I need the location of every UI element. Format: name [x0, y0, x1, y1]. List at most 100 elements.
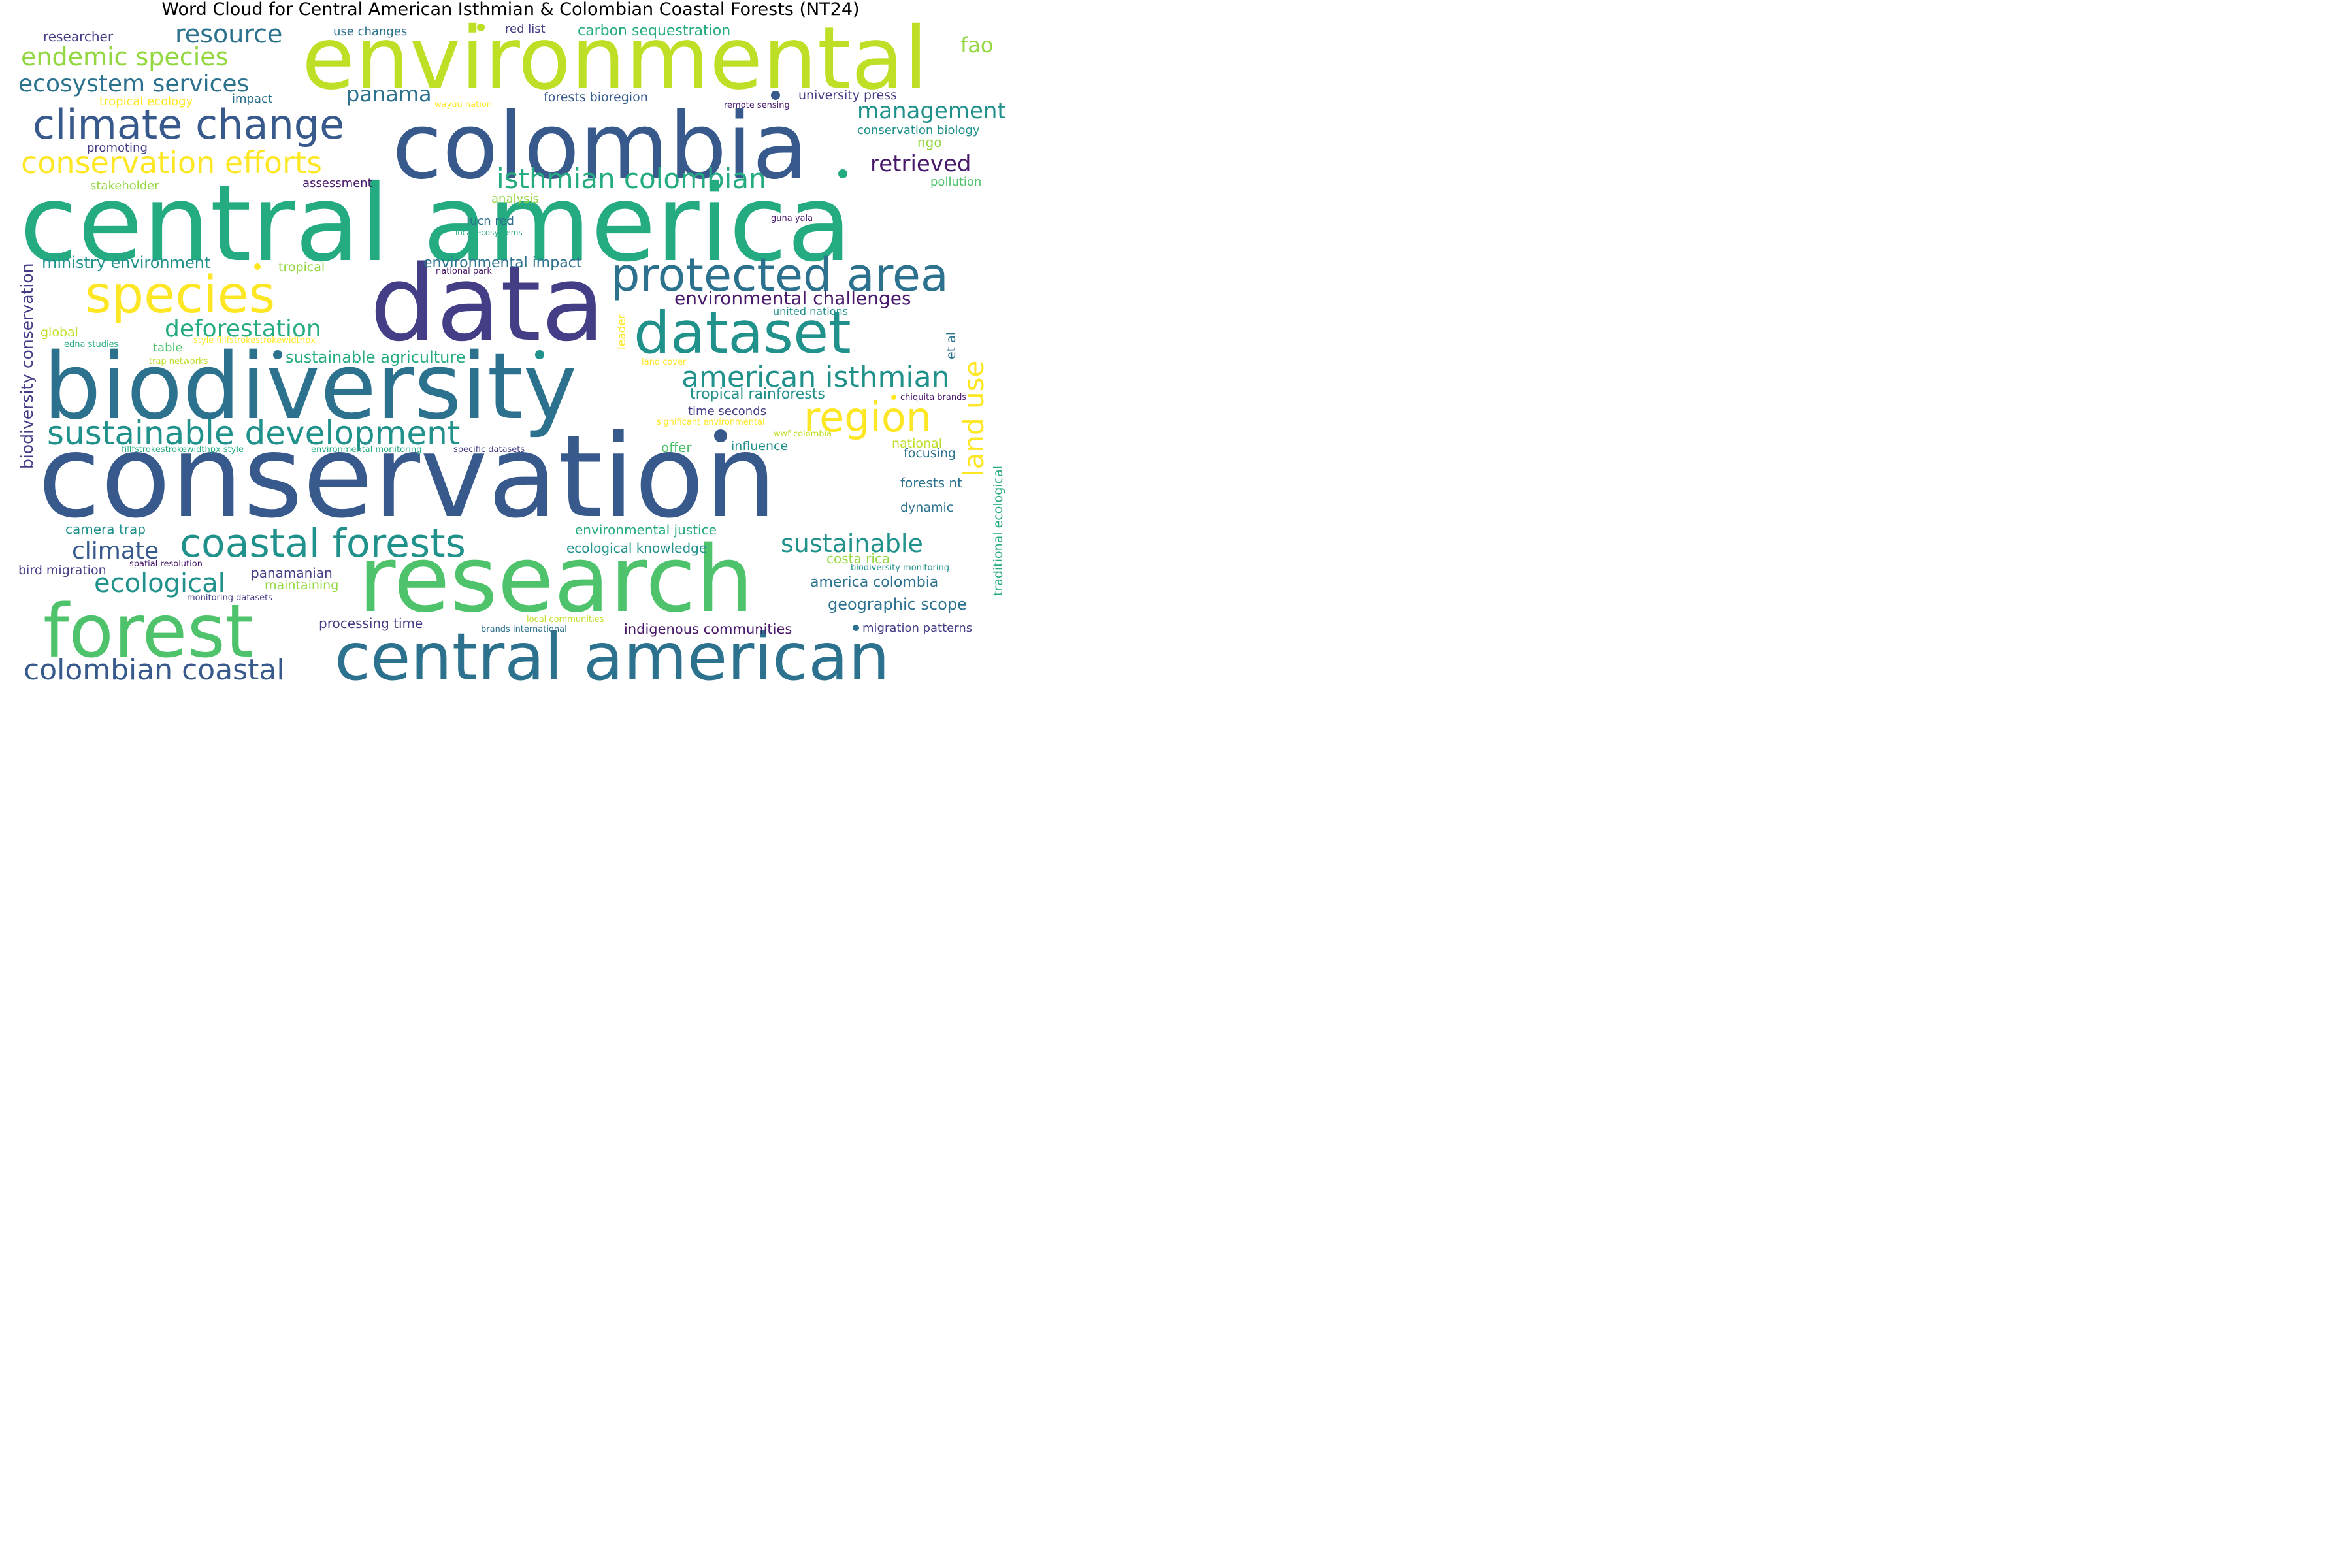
word-camera-trap: camera trap	[65, 521, 146, 537]
word-indigenous-communities: indigenous communities	[624, 621, 792, 637]
word-carbon-sequestration: carbon sequestration	[578, 23, 730, 39]
decorative-dot	[853, 625, 859, 631]
word-specific-datasets: specific datasets	[453, 445, 525, 455]
word-dynamic: dynamic	[900, 500, 953, 515]
word-local-communities: local communities	[527, 615, 604, 625]
word-edna-studies: edna studies	[64, 340, 119, 350]
word-table: table	[153, 341, 183, 355]
word-significant-environmental: significant environmental	[657, 417, 765, 427]
word-environmental-challenges: environmental challenges	[674, 287, 911, 309]
word-colombia: colombia	[392, 93, 808, 200]
word-coastal-forests: coastal forests	[180, 521, 466, 566]
word-ecosystem-services: ecosystem services	[18, 71, 249, 97]
word-retrieved: retrieved	[870, 151, 971, 177]
word-offer: offer	[661, 440, 692, 455]
word-guna-yala: guna yala	[771, 214, 813, 223]
word-fao: fao	[960, 33, 993, 57]
word-isthmian-colombian: isthmian colombian	[497, 163, 766, 195]
word-traditional-ecological: traditional ecological	[991, 466, 1005, 596]
word-bird-migration: bird migration	[18, 563, 106, 578]
word-focusing: focusing	[904, 446, 956, 461]
word-sustainable-development: sustainable development	[47, 414, 460, 452]
word-environmental-monitoring: environmental monitoring	[311, 445, 421, 455]
word-region: region	[804, 393, 932, 441]
word-style-fillfstrokestrokewidthpx: style fillfstrokestrokewidthpx	[193, 336, 316, 346]
word-biodiversity-monitoring: biodiversity monitoring	[851, 563, 949, 573]
word-trap-networks: trap networks	[149, 357, 208, 367]
word-et-al: et al	[944, 332, 958, 359]
word-processing-time: processing time	[319, 615, 423, 631]
word-forests-bioregion: forests bioregion	[544, 90, 648, 105]
word-assessment: assessment	[302, 176, 372, 190]
chart-title: Word Cloud for Central American Isthmian…	[161, 0, 860, 20]
word-university-press: university press	[798, 88, 897, 103]
word-forest: forest	[43, 589, 254, 674]
word-geographic-scope: geographic scope	[828, 595, 967, 613]
word-colombian-coastal: colombian coastal	[24, 653, 285, 686]
word-wayuu-nation: wayúu nation	[434, 100, 492, 110]
word-ngo: ngo	[917, 135, 942, 150]
word-environmental-justice: environmental justice	[575, 522, 717, 538]
word-panama: panama	[346, 82, 432, 106]
word-resource: resource	[175, 20, 282, 48]
word-impact: impact	[232, 92, 272, 106]
word-fillfstrokestrokewidthpx-style: fillfstrokestrokewidthpx style	[122, 445, 244, 455]
word-american-isthmian: american isthmian	[681, 361, 949, 394]
word-land-cover: land cover	[642, 357, 687, 367]
word-ecological: ecological	[94, 568, 225, 598]
word-environmental: environmental	[302, 8, 928, 109]
word-chiquita-brands: chiquita brands	[900, 393, 966, 402]
word-species: species	[85, 266, 275, 325]
word-stakeholder: stakeholder	[90, 179, 159, 193]
word-protected-area: protected area	[611, 248, 949, 302]
word-conservation-efforts: conservation efforts	[21, 145, 322, 180]
decorative-dot	[254, 263, 261, 270]
word-national: national	[892, 436, 942, 451]
word-ministry-environment: ministry environment	[42, 253, 210, 272]
word-red-list: red list	[505, 22, 546, 36]
word-endemic-species: endemic species	[21, 42, 228, 71]
word-research: research	[358, 527, 754, 633]
word-america-colombia: america colombia	[810, 574, 938, 591]
decorative-dot	[273, 350, 282, 359]
word-panamanian: panamanian	[251, 565, 333, 581]
word-dataset: dataset	[634, 299, 851, 367]
word-wwf-colombia: wwf colombia	[774, 429, 832, 439]
word-sustainable-agriculture: sustainable agriculture	[286, 348, 466, 367]
word-biodiversity: biodiversity	[43, 334, 577, 440]
decorative-dot	[535, 350, 544, 359]
word-central-american: central american	[335, 619, 890, 686]
word-brands-international: brands international	[481, 625, 567, 634]
decorative-dot	[771, 91, 780, 100]
word-central-america: central america	[20, 163, 852, 286]
word-deforestation: deforestation	[165, 316, 321, 342]
word-local-ecosystems: local ecosystems	[455, 228, 523, 237]
word-management: management	[857, 98, 1006, 124]
word-conservation-biology: conservation biology	[857, 123, 980, 137]
word-tropical-ecology: tropical ecology	[99, 95, 193, 108]
word-pollution: pollution	[930, 175, 981, 189]
word-global: global	[41, 325, 78, 340]
decorative-dot	[714, 429, 727, 442]
word-biodiversity-conservation: biodiversity conservation	[18, 263, 37, 469]
word-tropical: tropical	[278, 260, 325, 274]
word-maintaining: maintaining	[265, 578, 338, 593]
word-united-nations: united nations	[773, 305, 848, 318]
word-researcher: researcher	[43, 29, 114, 44]
word-climate: climate	[72, 538, 159, 564]
word-data: data	[370, 242, 605, 365]
word-spatial-resolution: spatial resolution	[129, 559, 203, 569]
word-climate-change: climate change	[33, 101, 344, 148]
word-migration-patterns: migration patterns	[862, 621, 972, 635]
word-costa-rica: costa rica	[826, 551, 890, 566]
word-environmental-impact: environmental impact	[423, 255, 582, 271]
decorative-dot	[838, 169, 847, 178]
word-leader: leader	[615, 314, 629, 350]
word-tropical-rainforests: tropical rainforests	[690, 386, 825, 402]
word-iucn-red: iucn red	[466, 214, 514, 228]
word-promoting: promoting	[87, 141, 148, 155]
word-forests-nt: forests nt	[900, 475, 962, 491]
word-land-use: land use	[958, 361, 990, 477]
decorative-dot	[477, 24, 485, 31]
